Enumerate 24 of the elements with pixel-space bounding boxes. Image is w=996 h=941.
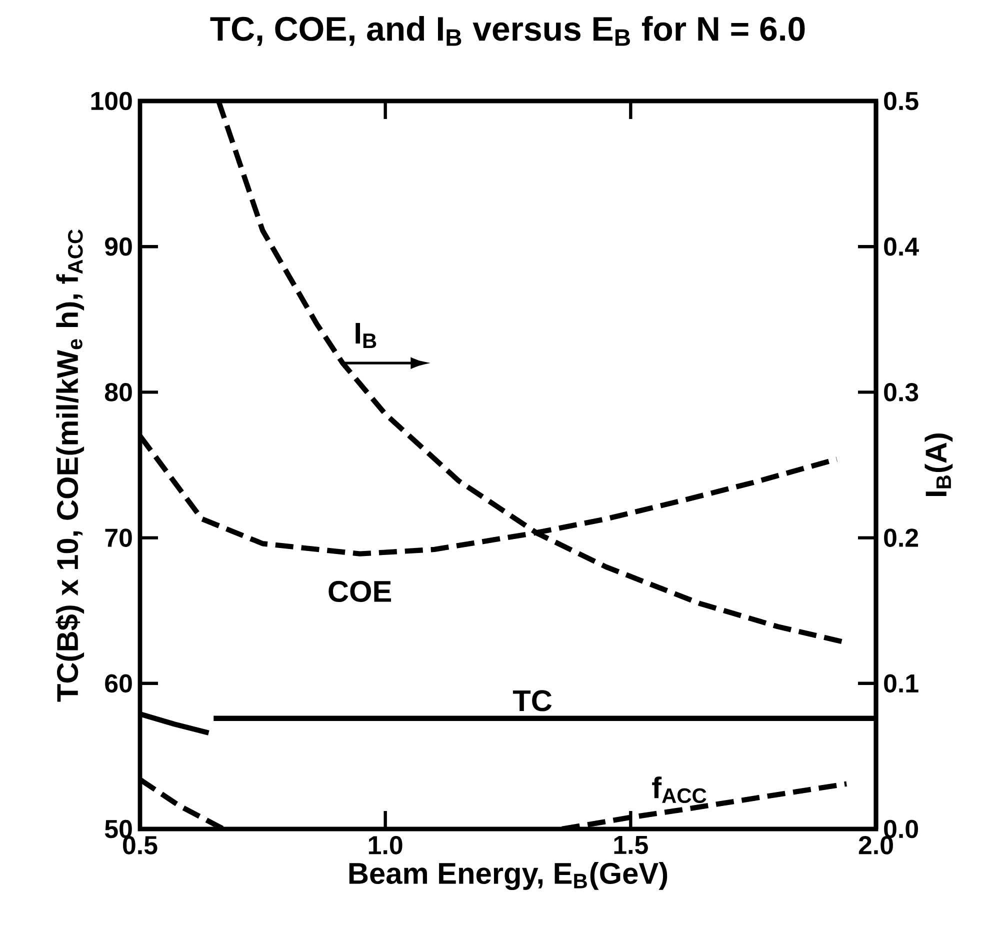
- y2-tick-label: 0.0: [884, 820, 918, 838]
- y2-axis-title: I$_{B}$(A): [924, 434, 953, 496]
- x-axis-title: Beam Energy, E$_{B}$(GeV): [349, 862, 668, 890]
- x-tick-label: 0.5: [123, 836, 158, 854]
- y-tick-label: 80: [104, 383, 132, 402]
- y-tick-label: 70: [105, 528, 132, 547]
- y-axis-title: TC(B$) x 10, COE(mil/kW$_{e}$ h), f$_{ACC}$: [56, 230, 84, 702]
- x-tick-label: 1.5: [614, 836, 648, 854]
- annotation: f$_{ACC}$: [652, 776, 706, 804]
- annotation: I$_{B}$: [356, 322, 376, 348]
- y-tick-label: 90: [105, 237, 132, 256]
- y-tick-label: 60: [105, 674, 132, 693]
- y2-tick-label: 0.1: [884, 674, 918, 693]
- x-tick-label: 2.0: [858, 836, 893, 854]
- y2-tick-label: 0.4: [884, 237, 919, 256]
- y2-tick-label: 0.2: [884, 528, 918, 547]
- annotation: COE: [328, 580, 392, 602]
- annotation: TC: [512, 690, 552, 712]
- x-tick-label: 1.0: [368, 836, 402, 854]
- y-tick-label: 100: [91, 92, 132, 110]
- y-tick-label: 50: [104, 820, 132, 838]
- chart-title: TC, COE, and I$_{B}$ versus E$_{B}$ for N = 6.0: [210, 16, 805, 46]
- y2-tick-label: 0.5: [884, 92, 918, 110]
- y2-tick-label: 0.3: [884, 383, 918, 402]
